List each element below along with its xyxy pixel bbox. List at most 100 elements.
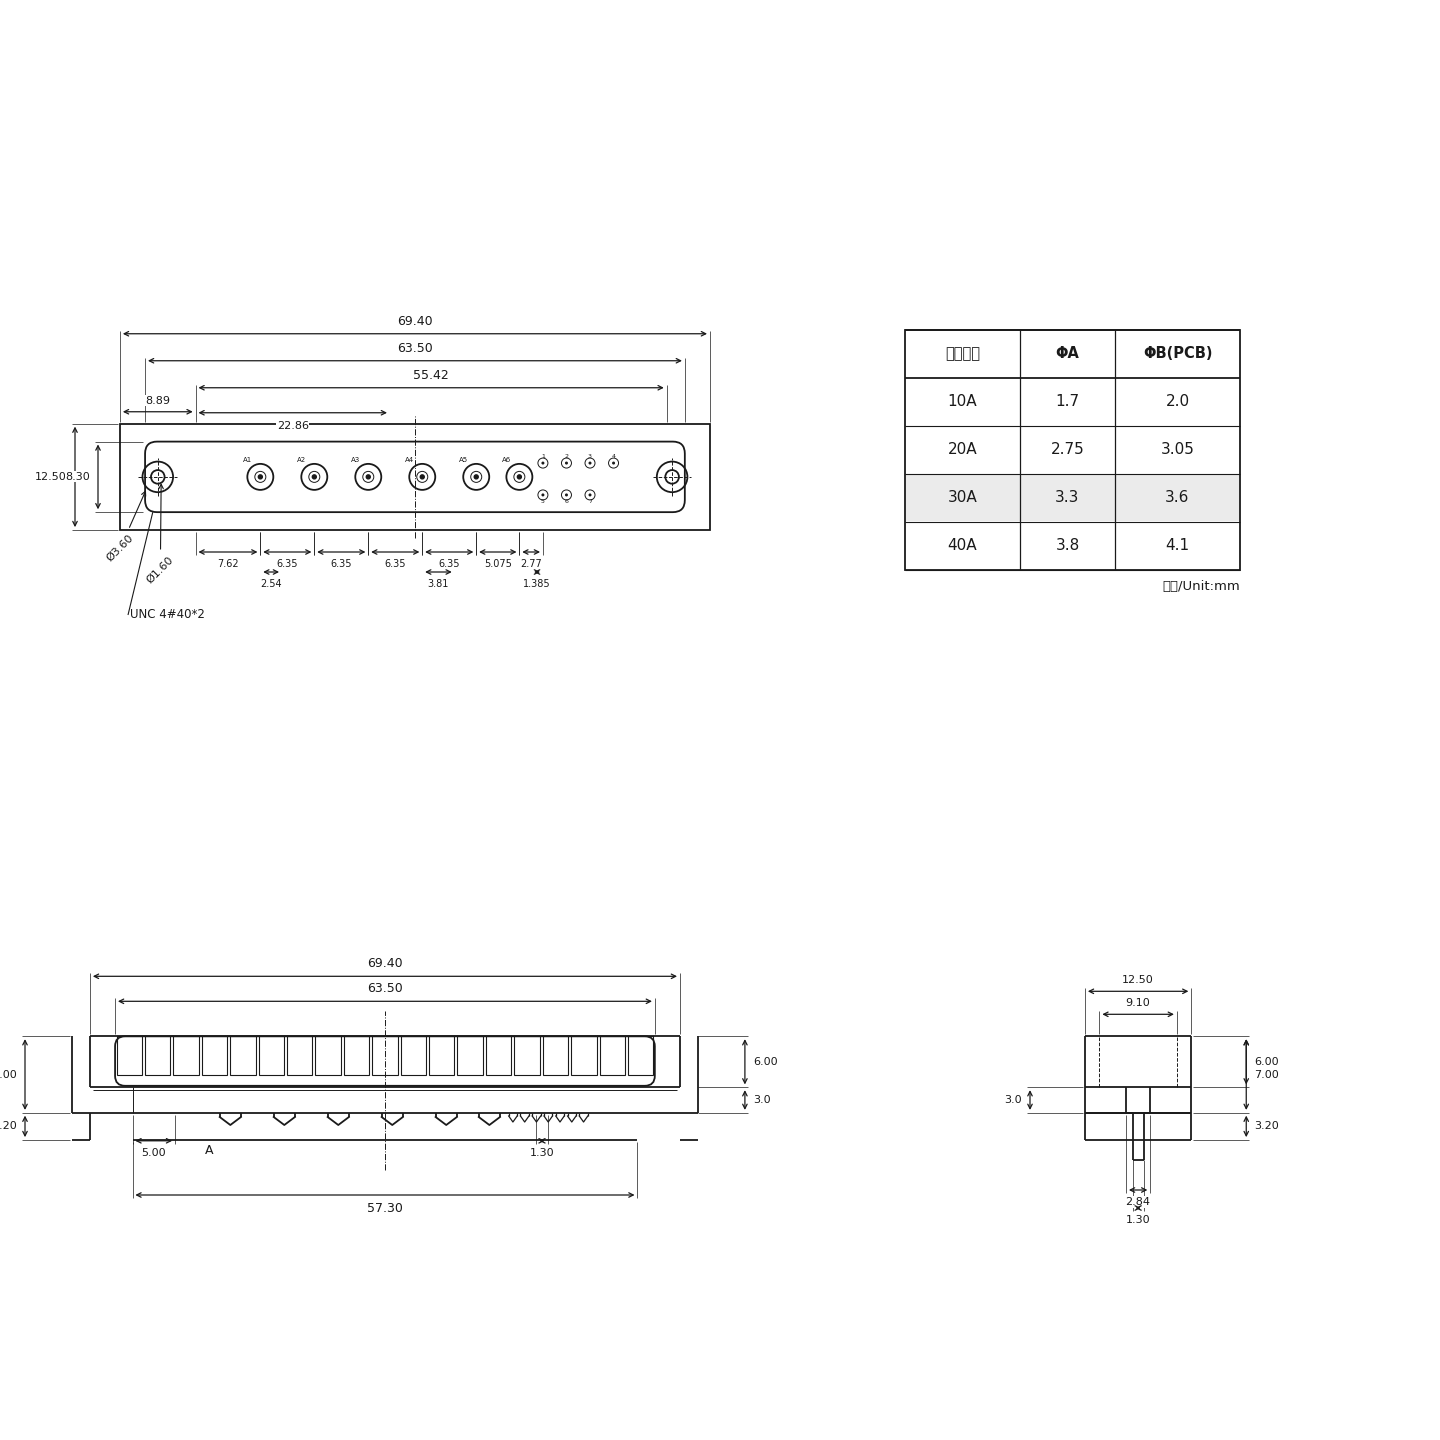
Text: A6: A6 xyxy=(501,456,511,462)
Text: ΦB(PCB): ΦB(PCB) xyxy=(1143,347,1212,361)
Circle shape xyxy=(564,462,567,465)
Text: 1.385: 1.385 xyxy=(523,579,552,589)
Circle shape xyxy=(541,462,544,465)
Text: 2.0: 2.0 xyxy=(1165,395,1189,409)
Text: 7.00: 7.00 xyxy=(0,1070,17,1080)
Text: 6.35: 6.35 xyxy=(331,559,351,569)
Circle shape xyxy=(589,462,592,465)
Text: 12.50: 12.50 xyxy=(1122,975,1153,985)
Bar xyxy=(287,1037,312,1074)
Text: A: A xyxy=(204,1143,213,1156)
Bar xyxy=(543,1037,569,1074)
Text: 3.6: 3.6 xyxy=(1165,491,1189,505)
Text: 5.00: 5.00 xyxy=(141,1148,166,1158)
Text: A2: A2 xyxy=(297,456,305,462)
Text: 8.89: 8.89 xyxy=(145,396,170,406)
Circle shape xyxy=(366,475,370,480)
Bar xyxy=(572,1037,596,1074)
Text: 63.50: 63.50 xyxy=(367,982,403,995)
Circle shape xyxy=(312,475,317,480)
Bar xyxy=(120,423,710,530)
Text: 6.35: 6.35 xyxy=(276,559,298,569)
Text: A5: A5 xyxy=(459,456,468,462)
Text: 1: 1 xyxy=(541,454,544,458)
Bar xyxy=(906,475,1238,521)
Circle shape xyxy=(517,475,521,480)
Circle shape xyxy=(420,475,425,480)
Bar xyxy=(259,1037,284,1074)
Text: 2: 2 xyxy=(564,454,569,458)
Text: 2.75: 2.75 xyxy=(1051,442,1084,458)
Text: 1.7: 1.7 xyxy=(1056,395,1080,409)
Text: ΦA: ΦA xyxy=(1056,347,1080,361)
Text: A4: A4 xyxy=(405,456,413,462)
Text: 69.40: 69.40 xyxy=(367,958,403,971)
Bar xyxy=(628,1037,654,1074)
Text: 单位/Unit:mm: 单位/Unit:mm xyxy=(1162,580,1240,593)
Text: 7.62: 7.62 xyxy=(217,559,239,569)
Bar xyxy=(400,1037,426,1074)
Text: 2.77: 2.77 xyxy=(520,559,541,569)
Text: 6.00: 6.00 xyxy=(753,1057,778,1067)
Circle shape xyxy=(612,462,615,465)
Bar xyxy=(458,1037,482,1074)
Circle shape xyxy=(564,494,567,497)
Text: 22.86: 22.86 xyxy=(276,420,308,431)
Text: 3.20: 3.20 xyxy=(1254,1122,1279,1132)
Text: 6.00: 6.00 xyxy=(1254,1057,1279,1067)
Text: Ø3.60: Ø3.60 xyxy=(105,491,145,563)
Bar xyxy=(230,1037,256,1074)
Bar xyxy=(315,1037,341,1074)
Text: 40A: 40A xyxy=(948,539,978,553)
Bar xyxy=(202,1037,228,1074)
Text: 5.075: 5.075 xyxy=(484,559,511,569)
Bar xyxy=(485,1037,511,1074)
Text: 3.05: 3.05 xyxy=(1161,442,1194,458)
Text: 1.30: 1.30 xyxy=(1126,1215,1151,1225)
Circle shape xyxy=(589,494,592,497)
Text: 3.0: 3.0 xyxy=(1004,1094,1022,1104)
Text: 10A: 10A xyxy=(948,395,978,409)
Bar xyxy=(904,330,1240,570)
Text: 63.50: 63.50 xyxy=(397,341,433,354)
Text: 1.30: 1.30 xyxy=(530,1148,554,1158)
Text: 6.35: 6.35 xyxy=(439,559,459,569)
Text: 3.81: 3.81 xyxy=(428,579,449,589)
Text: UNC 4#40*2: UNC 4#40*2 xyxy=(130,609,204,622)
Text: 20A: 20A xyxy=(948,442,978,458)
Bar xyxy=(514,1037,540,1074)
Text: 4: 4 xyxy=(612,454,615,458)
Circle shape xyxy=(258,475,262,480)
Text: 2.54: 2.54 xyxy=(261,579,282,589)
Text: A3: A3 xyxy=(351,456,360,462)
Text: 3.0: 3.0 xyxy=(753,1094,770,1104)
Text: 5: 5 xyxy=(541,500,544,504)
Text: 额定电流: 额定电流 xyxy=(945,347,981,361)
Text: 7: 7 xyxy=(588,500,592,504)
Text: 4.1: 4.1 xyxy=(1165,539,1189,553)
Text: 6.35: 6.35 xyxy=(384,559,406,569)
Bar xyxy=(429,1037,455,1074)
Text: 3: 3 xyxy=(588,454,592,458)
Bar xyxy=(173,1037,199,1074)
Bar xyxy=(599,1037,625,1074)
Text: 55.42: 55.42 xyxy=(413,369,449,382)
Bar xyxy=(117,1037,143,1074)
Text: 7.00: 7.00 xyxy=(1254,1070,1279,1080)
Text: 9.10: 9.10 xyxy=(1126,998,1151,1008)
Text: 12.50: 12.50 xyxy=(35,472,68,482)
Bar xyxy=(145,1037,170,1074)
Bar xyxy=(373,1037,397,1074)
Text: 2.84: 2.84 xyxy=(1126,1197,1151,1207)
Circle shape xyxy=(541,494,544,497)
Text: 6: 6 xyxy=(564,500,569,504)
Text: Ø1.60: Ø1.60 xyxy=(145,484,176,585)
Circle shape xyxy=(474,475,478,480)
Bar xyxy=(344,1037,369,1074)
Text: 69.40: 69.40 xyxy=(397,315,433,328)
Text: 3.8: 3.8 xyxy=(1056,539,1080,553)
Text: 3.3: 3.3 xyxy=(1056,491,1080,505)
Text: 8.30: 8.30 xyxy=(65,472,89,482)
Text: 3.20: 3.20 xyxy=(0,1122,17,1132)
Text: 57.30: 57.30 xyxy=(367,1202,403,1215)
